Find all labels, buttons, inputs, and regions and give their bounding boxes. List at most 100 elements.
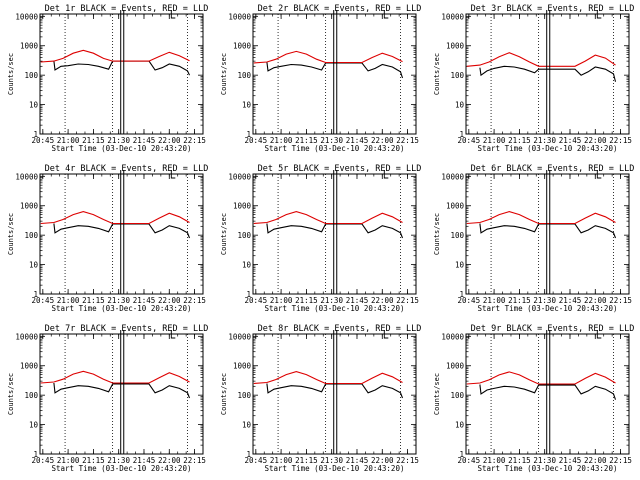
y-tick-label: 10000	[441, 12, 464, 21]
bracket-mark	[383, 10, 389, 19]
series-line-lld	[40, 211, 190, 225]
bracket-mark	[170, 10, 176, 19]
x-tick-label: 22:15	[396, 456, 419, 465]
chart-panel-8: Det 8r BLACK = Events, RED = LLD 1 10 100 10…	[220, 324, 421, 473]
y-axis-label: Counts/sec	[433, 213, 441, 255]
y-tick-label: 10000	[228, 332, 251, 341]
series-line-lld	[253, 211, 403, 225]
chart-title: Det 9r BLACK = Events, RED = LLD	[471, 324, 635, 334]
x-tick-label: 21:00	[57, 136, 80, 145]
x-tick-label: 21:00	[270, 296, 293, 305]
y-axis-label: Counts/sec	[7, 373, 15, 415]
y-tick-label: 1	[246, 450, 251, 459]
x-tick-label: 22:15	[609, 296, 632, 305]
x-tick-label: 21:30	[533, 136, 556, 145]
x-tick-label: 21:45	[346, 456, 369, 465]
bracket-mark	[596, 170, 602, 179]
series-line-events	[479, 223, 617, 239]
y-tick-label: 1000	[446, 42, 465, 51]
chart-title: Det 1r BLACK = Events, RED = LLD	[45, 4, 209, 14]
chart-title: Det 8r BLACK = Events, RED = LLD	[258, 324, 422, 334]
x-axis-label: Start Time (03-Dec-10 20:43:20)	[478, 304, 618, 313]
chart-panel-6: Det 6r BLACK = Events, RED = LLD 1 10 100 10…	[433, 164, 634, 313]
x-tick-label: 21:30	[533, 296, 556, 305]
bracket-mark	[170, 170, 176, 179]
bracket-mark	[383, 330, 389, 339]
series-line-lld	[466, 211, 616, 225]
chart-title: Det 4r BLACK = Events, RED = LLD	[45, 164, 209, 174]
bracket-mark	[383, 170, 389, 179]
x-tick-label: 21:00	[57, 456, 80, 465]
x-tick-label: 22:00	[158, 136, 181, 145]
y-tick-label: 10	[242, 101, 252, 110]
x-tick-label: 21:00	[483, 296, 506, 305]
x-tick-label: 22:15	[183, 456, 206, 465]
y-tick-label: 10000	[15, 12, 38, 21]
y-tick-label: 100	[24, 231, 38, 240]
y-tick-label: 10000	[15, 172, 38, 181]
x-tick-label: 22:00	[158, 296, 181, 305]
chart-panel-5: Det 5r BLACK = Events, RED = LLD 1 10 100 10…	[220, 164, 421, 313]
chart-panel-4: Det 4r BLACK = Events, RED = LLD 1 10 100 10…	[7, 164, 208, 313]
y-tick-label: 10000	[15, 332, 38, 341]
plot-frame	[252, 333, 417, 455]
chart-title: Det 5r BLACK = Events, RED = LLD	[258, 164, 422, 174]
x-tick-label: 21:45	[133, 456, 156, 465]
x-tick-label: 21:45	[133, 136, 156, 145]
x-tick-label: 21:00	[483, 136, 506, 145]
y-tick-label: 1000	[446, 202, 465, 211]
y-tick-label: 1000	[233, 202, 252, 211]
y-tick-label: 10	[29, 421, 39, 430]
y-tick-label: 100	[24, 71, 38, 80]
bracket-mark	[596, 330, 602, 339]
y-axis-label: Counts/sec	[433, 53, 441, 95]
y-tick-label: 10	[455, 421, 465, 430]
y-tick-label: 10000	[228, 172, 251, 181]
x-tick-label: 22:15	[609, 136, 632, 145]
y-tick-label: 1000	[233, 42, 252, 51]
y-tick-label: 1000	[446, 362, 465, 371]
y-tick-label: 1	[459, 130, 464, 139]
y-tick-label: 1	[459, 450, 464, 459]
y-tick-label: 10	[242, 261, 252, 270]
x-tick-label: 21:15	[508, 136, 531, 145]
plot-frame	[252, 173, 417, 295]
y-axis-label: Counts/sec	[220, 53, 228, 95]
x-tick-label: 21:15	[295, 296, 318, 305]
series-line-lld	[253, 371, 403, 385]
series-line-events	[479, 384, 617, 400]
chart-panel-7: Det 7r BLACK = Events, RED = LLD 1 10 100 10…	[7, 324, 208, 473]
chart-panel-3: Det 3r BLACK = Events, RED = LLD 1 10 100 10…	[433, 4, 634, 153]
series-line-lld	[253, 50, 403, 64]
chart-panel-1: Det 1r BLACK = Events, RED = LLD 1 10 100 10…	[7, 4, 208, 153]
chart-title: Det 2r BLACK = Events, RED = LLD	[258, 4, 422, 14]
y-tick-label: 10	[455, 261, 465, 270]
y-axis-label: Counts/sec	[7, 213, 15, 255]
y-tick-label: 1000	[20, 42, 39, 51]
x-axis-label: Start Time (03-Dec-10 20:43:20)	[478, 464, 618, 473]
series-line-events	[266, 223, 404, 239]
x-tick-label: 21:00	[57, 296, 80, 305]
x-tick-label: 21:45	[346, 296, 369, 305]
y-tick-label: 10	[455, 101, 465, 110]
x-tick-label: 21:00	[270, 456, 293, 465]
y-tick-label: 100	[237, 391, 251, 400]
x-tick-label: 21:15	[295, 136, 318, 145]
y-tick-label: 10000	[441, 172, 464, 181]
y-axis-label: Counts/sec	[220, 373, 228, 415]
y-tick-label: 10000	[441, 332, 464, 341]
x-tick-label: 22:00	[371, 136, 394, 145]
series-line-lld	[40, 49, 190, 63]
plot-frame	[39, 13, 204, 135]
x-tick-label: 21:45	[559, 296, 582, 305]
x-tick-label: 22:00	[158, 456, 181, 465]
y-tick-label: 100	[237, 231, 251, 240]
x-axis-label: Start Time (03-Dec-10 20:43:20)	[52, 464, 192, 473]
x-tick-label: 20:45	[32, 136, 55, 145]
y-tick-label: 100	[450, 231, 464, 240]
x-tick-label: 22:15	[183, 136, 206, 145]
chart-title: Det 6r BLACK = Events, RED = LLD	[471, 164, 635, 174]
y-tick-label: 100	[237, 71, 251, 80]
y-tick-label: 10000	[228, 12, 251, 21]
